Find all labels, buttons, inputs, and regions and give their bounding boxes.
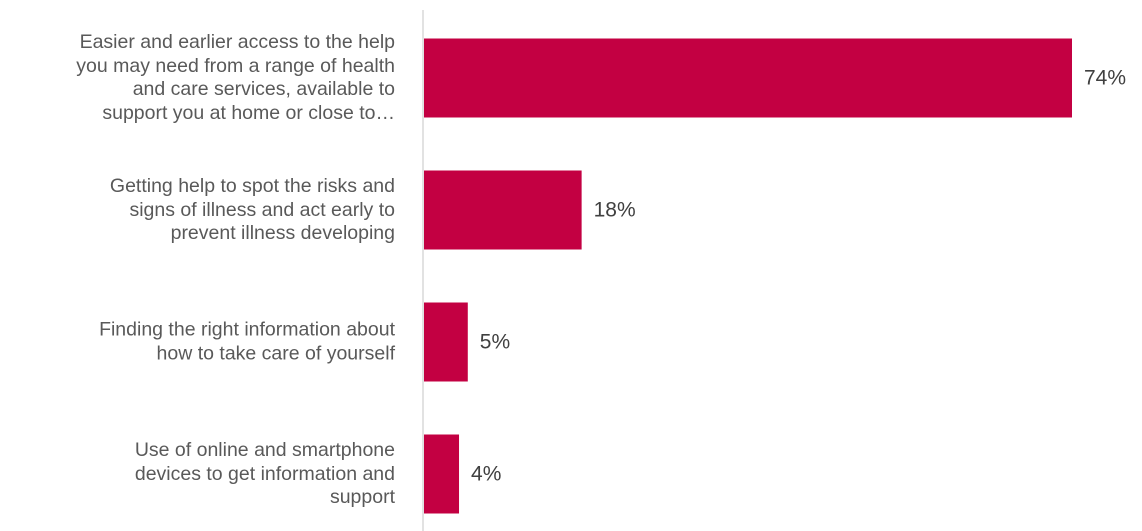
category-label-4: Use of online and smartphone devices to g… — [0, 439, 395, 510]
data-label-2: 18% — [594, 199, 636, 222]
bar-3 — [424, 302, 468, 382]
category-label-line: signs of illness and act early to — [129, 198, 395, 221]
category-label-line: support you at home or close to… — [102, 101, 395, 124]
data-label-3: 5% — [480, 331, 510, 354]
bar-4 — [424, 434, 460, 514]
category-label-line: Use of online and smartphone — [134, 438, 395, 461]
category-label-line: support — [329, 485, 395, 508]
category-label-2: Getting help to spot the risks and signs … — [0, 175, 395, 246]
value-labels-layer: 74% 18% 5% 4% — [471, 67, 1126, 486]
data-label-1: 74% — [1084, 67, 1126, 90]
category-label-line: devices to get information and — [134, 462, 395, 485]
category-label-line: Easier and earlier access to the help — [79, 31, 395, 53]
category-label-line: prevent illness developing — [170, 221, 395, 244]
bar-1 — [424, 38, 1072, 118]
data-label-4: 4% — [471, 463, 501, 486]
category-label-line: and care services, available to — [132, 78, 395, 100]
category-label-1: Easier and earlier access to the help you… — [0, 31, 395, 125]
category-label-line: you may need from a range of health — [76, 54, 395, 77]
category-label-line: Getting help to spot the risks and — [109, 174, 395, 197]
category-label-line: Finding the right information about — [99, 318, 395, 341]
category-label-3: Finding the right information about how t… — [0, 319, 395, 366]
bar-2 — [424, 170, 582, 250]
bars-layer — [424, 38, 1072, 514]
category-label-line: how to take care of yourself — [156, 342, 395, 364]
